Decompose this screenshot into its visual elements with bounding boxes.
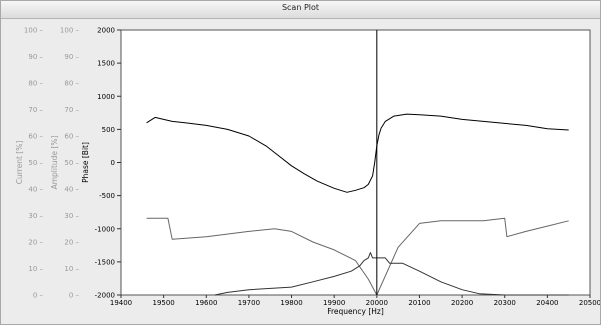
phase-tick-label: -1000	[95, 225, 115, 233]
current-tick-label: 90 –	[28, 53, 43, 61]
amplitude-tick-label: 30 –	[64, 212, 79, 220]
amplitude-tick-label: 100 –	[60, 27, 80, 35]
window-title: Scan Plot	[281, 3, 320, 12]
amplitude-tick-label: 70 –	[64, 106, 79, 114]
phase-tick-label: -500	[99, 192, 115, 200]
current-tick-label: 80 –	[28, 80, 43, 88]
phase-tick-label: -1500	[95, 258, 115, 266]
x-tick-label: 20500	[579, 299, 600, 307]
x-tick-label: 19900	[323, 299, 345, 307]
x-tick-label: 20100	[408, 299, 430, 307]
current-tick-label: 40 –	[28, 186, 43, 194]
x-axis-label: Frequency [Hz]	[327, 307, 384, 316]
x-tick-label: 19500	[152, 299, 174, 307]
current-tick-label: 10 –	[28, 265, 43, 273]
x-tick-label: 20300	[494, 299, 516, 307]
current-tick-label: 0 –	[33, 292, 44, 300]
amplitude-tick-label: 80 –	[64, 80, 79, 88]
x-tick-label: 20400	[536, 299, 558, 307]
current-tick-label: 70 –	[28, 106, 43, 114]
phase-tick-label: -2000	[95, 292, 115, 300]
phase-tick-label: 0	[111, 159, 115, 167]
phase-tick-label: 2000	[97, 27, 115, 35]
title-bar: Scan Plot	[1, 1, 600, 19]
amplitude-tick-label: 60 –	[64, 133, 79, 141]
x-tick-label: 20000	[366, 299, 388, 307]
current-tick-label: 100 –	[24, 27, 44, 35]
amplitude-tick-label: 0 –	[69, 292, 80, 300]
amplitude-tick-label: 90 –	[64, 53, 79, 61]
current-series-line	[146, 217, 569, 296]
x-tick-label: 19700	[238, 299, 260, 307]
amplitude-tick-label: 50 –	[64, 159, 79, 167]
x-tick-label: 19800	[280, 299, 302, 307]
current-tick-label: 50 –	[28, 159, 43, 167]
current-tick-label: 30 –	[28, 212, 43, 220]
phase-axis-label: Phase [Bit]	[81, 142, 90, 183]
current-tick-label: 20 –	[28, 239, 43, 247]
phase-tick-label: 500	[102, 126, 115, 134]
current-axis-label: Current [%]	[15, 141, 24, 185]
phase-tick-label: 1000	[97, 93, 115, 101]
x-tick-label: 19600	[195, 299, 217, 307]
amplitude-tick-label: 10 –	[64, 265, 79, 273]
amplitude-tick-label: 20 –	[64, 239, 79, 247]
x-tick-label: 20200	[451, 299, 473, 307]
amplitude-tick-label: 40 –	[64, 186, 79, 194]
current-tick-label: 60 –	[28, 133, 43, 141]
phase-series-line	[146, 113, 569, 193]
phase-tick-label: 1500	[97, 60, 115, 68]
plot-area	[120, 29, 591, 296]
scan-plot-chart[interactable]: Current [%] 0 – 10 – 20 – 30 – 40 – 50 – 60 – 70…	[1, 19, 600, 324]
amplitude-axis-label: Amplitude [%]	[50, 136, 59, 190]
x-tick-label: 19400	[110, 299, 132, 307]
amplitude-series-line	[214, 252, 569, 296]
